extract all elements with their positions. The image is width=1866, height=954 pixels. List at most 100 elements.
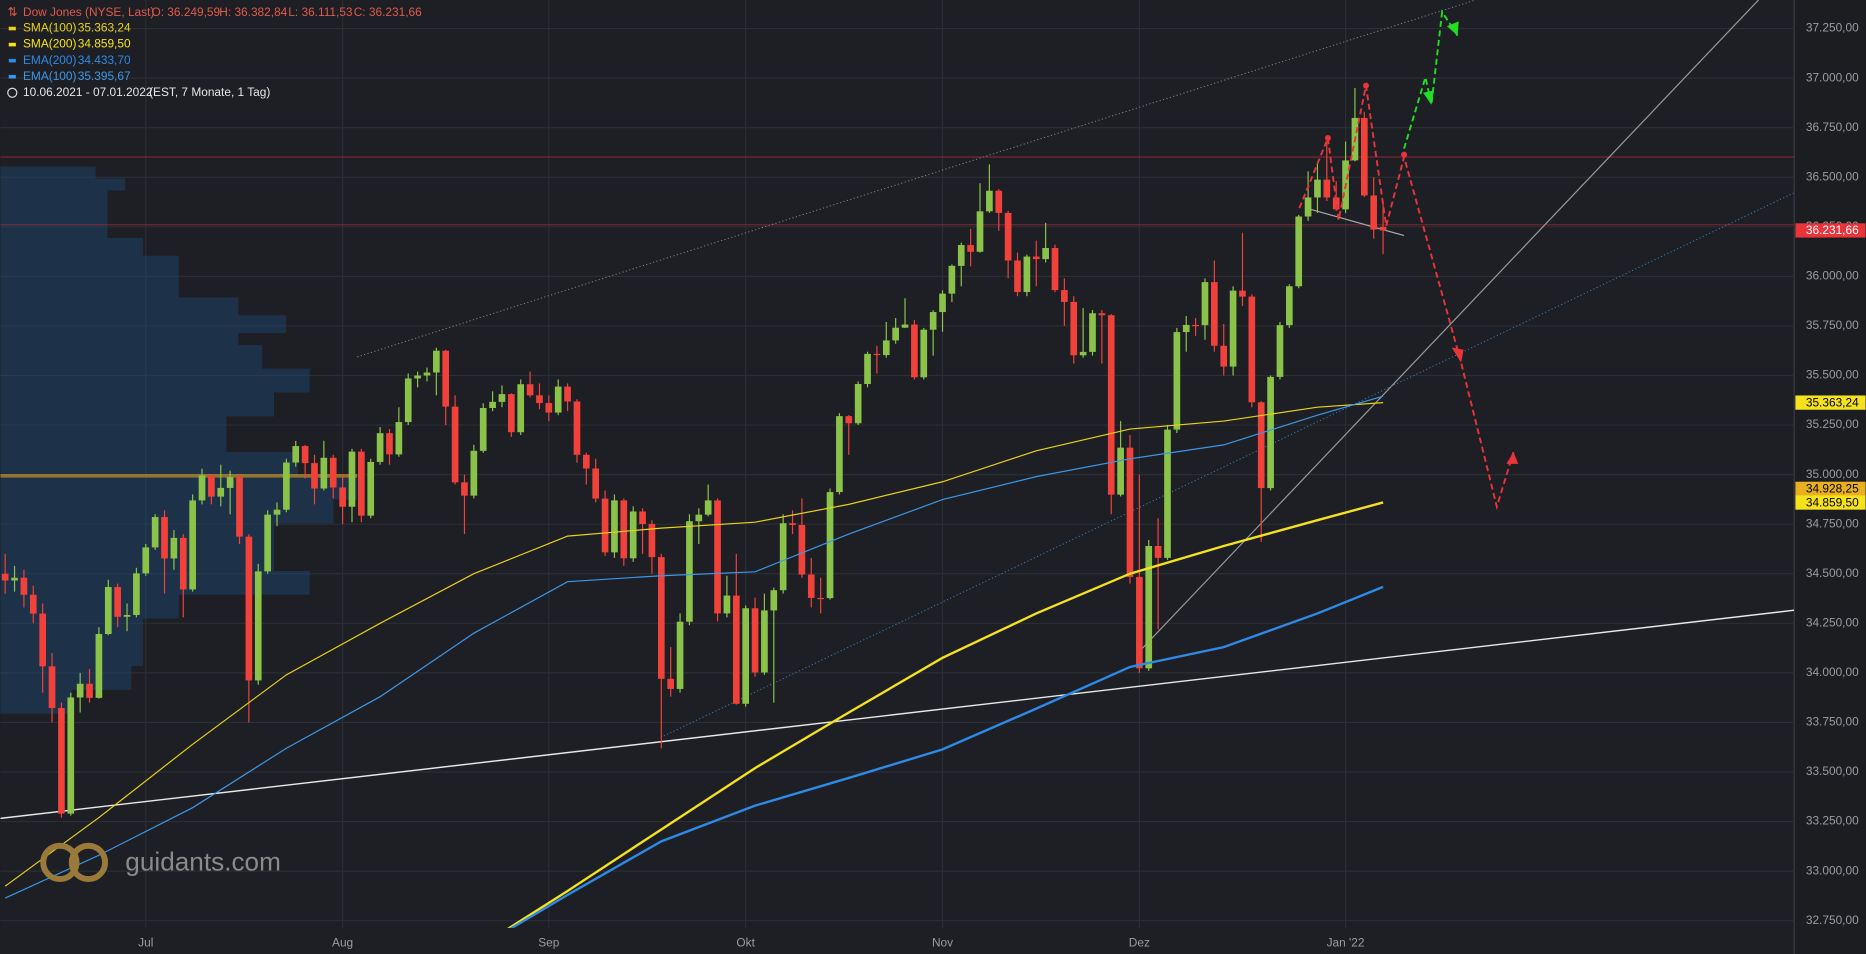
candle-body [892, 327, 899, 341]
candle-body [433, 350, 440, 373]
candle-body [751, 608, 759, 673]
candle-body [957, 245, 965, 266]
candle-body [911, 324, 918, 378]
candle-body [1, 573, 9, 581]
candle-body [29, 594, 37, 614]
y-tick-label: 33.500,00 [1806, 764, 1859, 778]
y-tick-label: 34.500,00 [1806, 566, 1859, 580]
point [1363, 82, 1369, 89]
legend-value: 35.363,24 [78, 21, 131, 35]
legend-swatch [8, 74, 16, 79]
candle-body [770, 590, 778, 611]
candle-body [1379, 226, 1387, 231]
candle-body [358, 451, 365, 516]
candle-body [1089, 313, 1096, 352]
candle-body [536, 395, 543, 404]
y-tick-label: 37.250,00 [1806, 21, 1859, 35]
price-tag [1795, 481, 1866, 496]
y-tick-label: 33.000,00 [1806, 863, 1859, 877]
candle-body [311, 463, 318, 489]
candle-body [123, 614, 131, 617]
candle-body [189, 500, 196, 590]
candle-body [470, 450, 478, 496]
arrow-head [1506, 452, 1519, 464]
candle-body [686, 521, 693, 622]
candle-body [489, 401, 496, 409]
candle-body [451, 406, 459, 483]
candles [1, 88, 1387, 818]
candle-body [1314, 179, 1321, 198]
candle-body [348, 451, 356, 507]
candle-body [208, 475, 215, 497]
candle-body [479, 408, 487, 451]
legend-name: SMA(100) [23, 21, 77, 35]
candle-body [629, 511, 637, 559]
candle-body [967, 245, 974, 252]
candle-body [1173, 332, 1181, 430]
candle-body [1098, 313, 1106, 316]
candle-body [283, 462, 290, 510]
axis-panel [1794, 0, 1866, 954]
candle-body [1192, 324, 1199, 327]
candle-body [1136, 576, 1143, 669]
candle-body [1107, 315, 1115, 495]
logo-icon [68, 842, 109, 883]
candle-body [920, 329, 928, 378]
point [1324, 135, 1331, 141]
candle-body [339, 487, 346, 507]
price-tag-label: 36.231,66 [1806, 223, 1859, 237]
range-note: (EST, 7 Monate, 1 Tag) [149, 85, 270, 99]
price-tag [1795, 395, 1866, 410]
candle-body [639, 511, 646, 524]
x-tick-label: Nov [932, 935, 953, 949]
candle-body [526, 384, 534, 396]
drawings [0, 0, 1795, 820]
candle-body [789, 523, 796, 525]
candle-body [292, 446, 300, 463]
y-tick-label: 37.000,00 [1806, 70, 1859, 84]
neckline [1306, 207, 1405, 237]
candle-body [1004, 212, 1012, 261]
legend-value: 34.859,50 [78, 37, 131, 51]
x-tick-label: Jan '22 [1327, 935, 1365, 949]
logo: guidants.com [40, 842, 281, 883]
candle-body [1295, 216, 1303, 287]
candle-body [976, 211, 984, 252]
candle-body [592, 468, 600, 499]
y-tick-label: 35.250,00 [1806, 417, 1859, 431]
arrow-head [1446, 21, 1459, 36]
candle-body [1267, 376, 1274, 489]
candle-body [1360, 117, 1368, 196]
legend-swatch [8, 58, 16, 63]
candle-body [508, 394, 515, 433]
candle-body [179, 537, 187, 590]
candle-body [779, 523, 787, 591]
candle-body [1182, 324, 1190, 333]
candle-body [264, 514, 271, 572]
channel-line [357, 0, 1476, 358]
candle-body [657, 557, 665, 679]
candle-body [329, 457, 337, 488]
candle-body [864, 353, 871, 385]
logo-text: guidants.com [125, 847, 281, 877]
price-tag-label: 34.928,25 [1806, 482, 1859, 496]
candle-body [1323, 179, 1331, 198]
candle-body [929, 312, 937, 330]
y-tick-label: 35.750,00 [1806, 318, 1859, 332]
y-tick-label: 35.000,00 [1806, 467, 1859, 481]
candle-body [648, 523, 656, 558]
candle-body [1370, 195, 1378, 230]
candle-body [807, 574, 815, 598]
candle-body [620, 500, 628, 559]
ohlc-close: C: 36.231,66 [354, 5, 422, 19]
y-tick-label: 34.250,00 [1806, 615, 1859, 629]
arrow-head [1451, 347, 1464, 363]
candle-body [1117, 447, 1124, 495]
candle-body [1051, 248, 1059, 291]
candle-body [1239, 290, 1246, 297]
candle-body [1304, 197, 1312, 217]
candle-body [836, 416, 843, 493]
forecast-down [1298, 85, 1515, 511]
